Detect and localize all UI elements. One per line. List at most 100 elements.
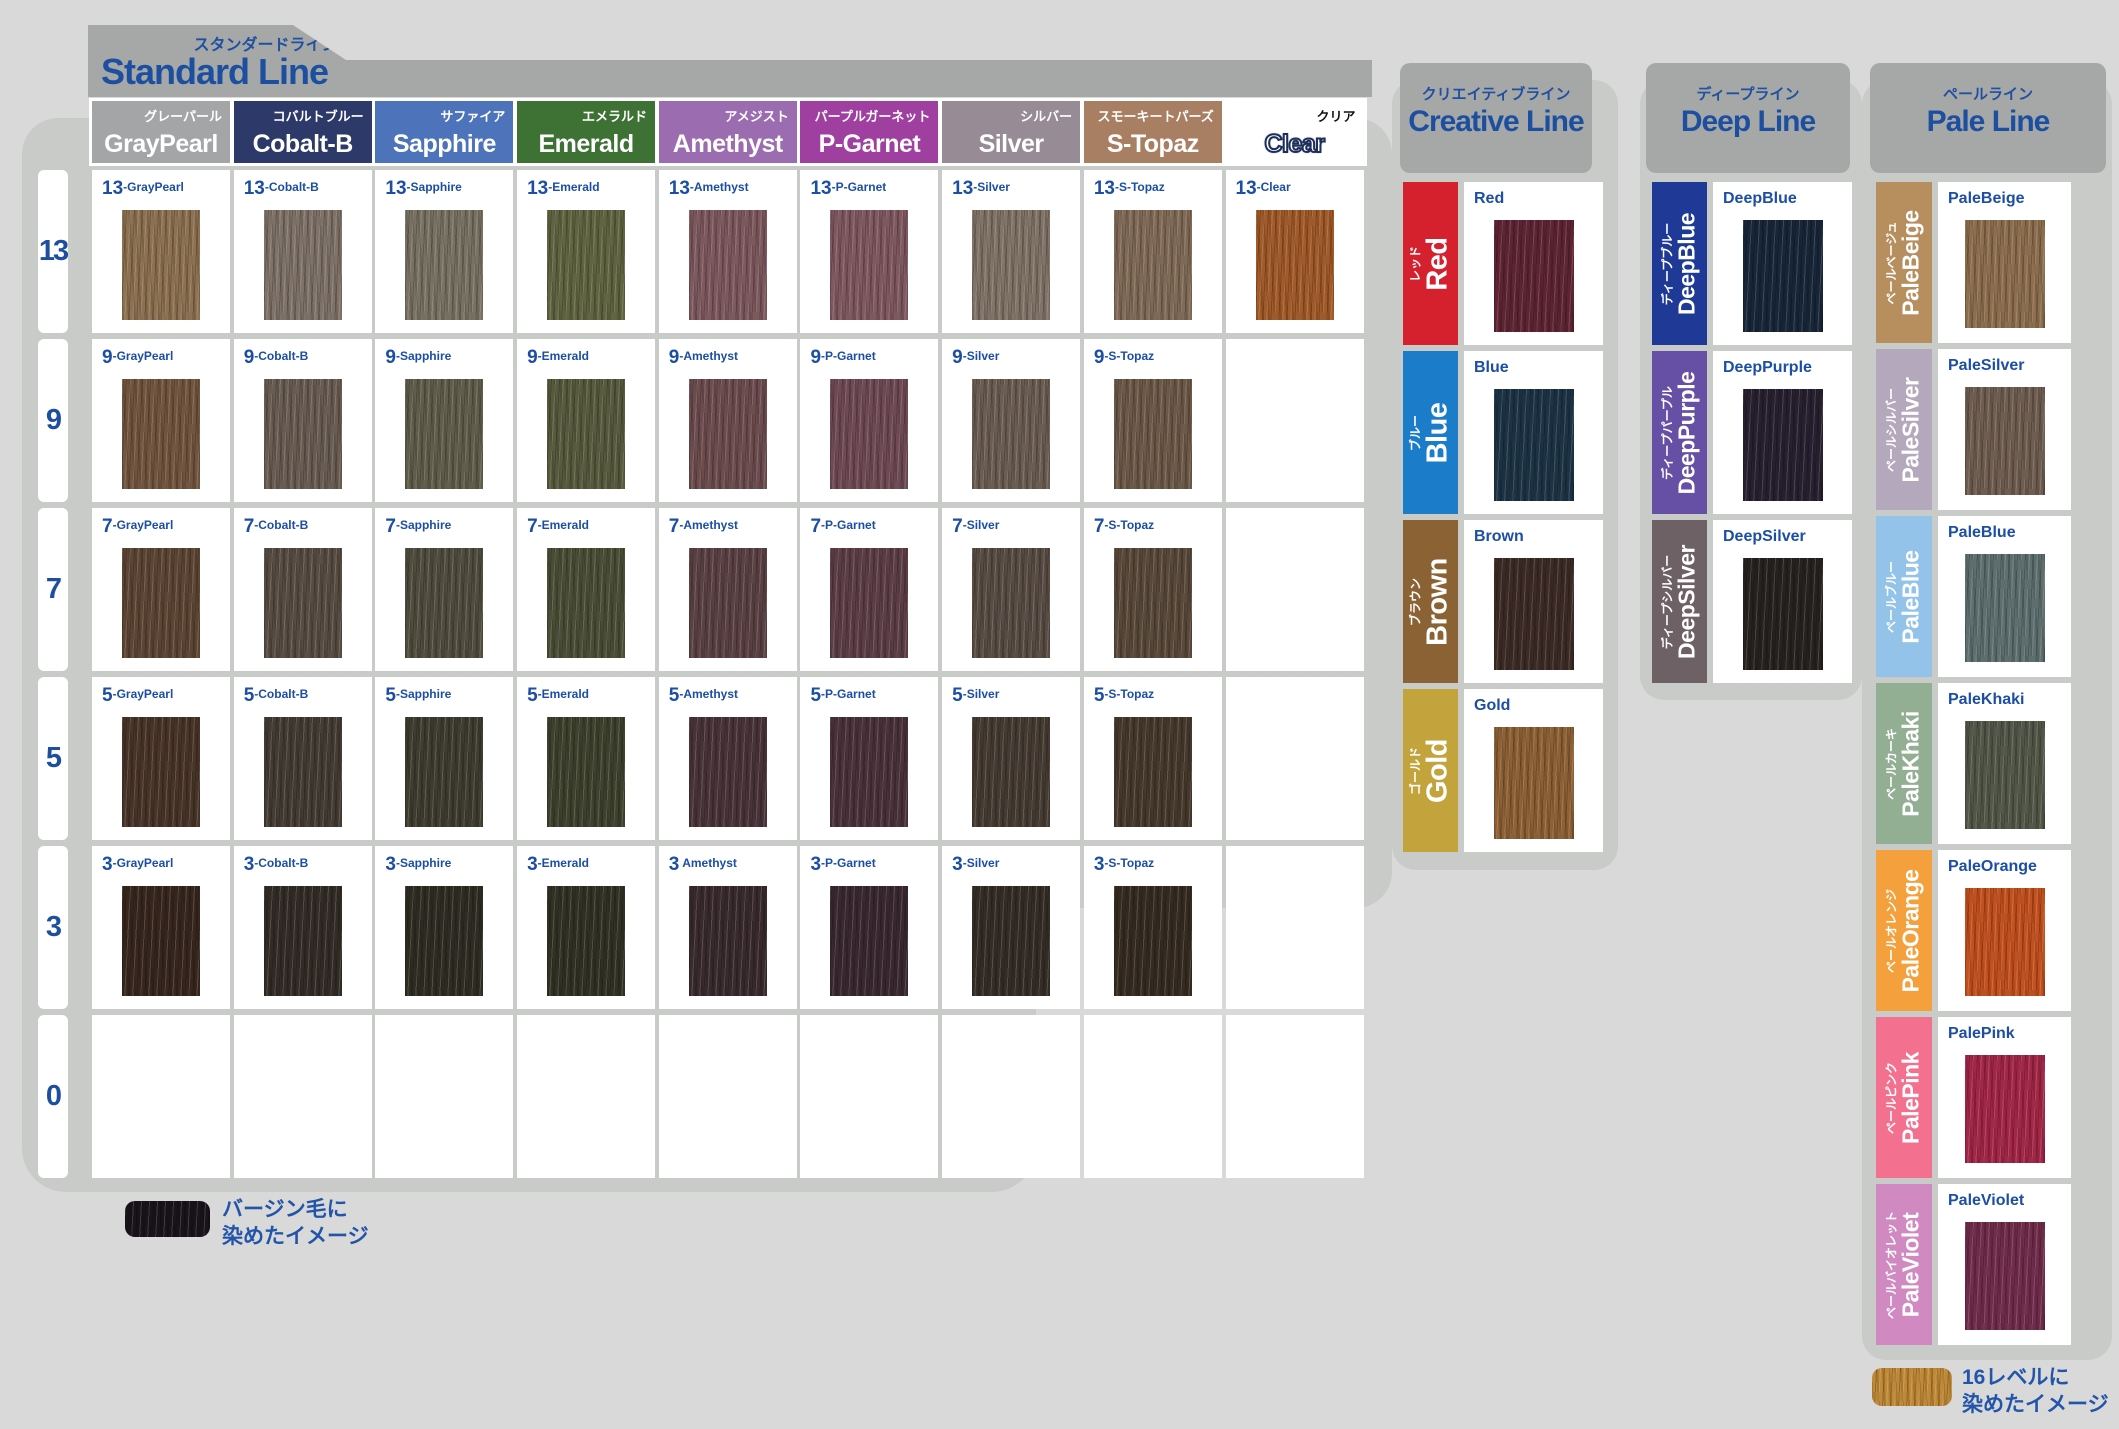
swatch-level: 7 <box>952 516 963 537</box>
swatch-name: -GrayPearl <box>112 687 174 701</box>
swatch-cell: 9-Sapphire <box>375 339 514 502</box>
hair-swatch <box>405 379 484 489</box>
swatch-cell: 3-Sapphire <box>375 846 514 1009</box>
swatch-cell: 3-Cobalt-B <box>233 846 372 1009</box>
column-header-jp: アメジスト <box>724 109 789 124</box>
swatch-label: 5-P-Garnet <box>810 685 875 707</box>
virgin-hair-legend-line2: 染めたイメージ <box>222 1225 369 1249</box>
empty-cell <box>942 1015 1081 1178</box>
hair-swatch <box>547 717 626 827</box>
swatch-label: Gold <box>1474 697 1511 714</box>
swatch-cell-palekhaki: PaleKhaki <box>1938 683 2071 844</box>
swatch-label: 9-GrayPearl <box>102 347 173 369</box>
virgin-hair-legend-text: バージン毛に 染めたイメージ <box>222 1196 369 1251</box>
swatch-cell: 9-Silver <box>942 339 1081 502</box>
row-tab-name: PaleKhaki <box>1897 710 1924 817</box>
swatch-label: 9-Cobalt-B <box>244 347 309 369</box>
line-row-deeppurple: ディープパープル DeepPurple DeepPurple <box>1652 351 1852 514</box>
swatch-label: 5-Sapphire <box>385 685 451 707</box>
level-number: 3 <box>45 911 62 943</box>
hair-swatch <box>1964 554 2045 662</box>
hair-swatch <box>547 210 626 320</box>
column-header-amethyst: アメジスト Amethyst <box>658 101 797 163</box>
hair-swatch <box>122 548 200 658</box>
swatch-label: 13-Clear <box>1236 178 1291 200</box>
hair-swatch <box>972 886 1051 996</box>
column-header-jp: サファイア <box>440 109 506 124</box>
pale-line-title: Pale Line <box>1926 105 2051 138</box>
pale-line-tagline-jp: ペールライン <box>1942 86 2033 103</box>
line-row-palebeige: ペールベージュ PaleBeige PaleBeige <box>1876 182 2071 343</box>
level16-legend-text: 16レベルに 染めたイメージ <box>1962 1364 2109 1419</box>
swatch-cell-deepblue: DeepBlue <box>1713 182 1852 345</box>
swatch-cell-deepsilver: DeepSilver <box>1713 520 1852 683</box>
swatch-cell-paleblue: PaleBlue <box>1938 516 2071 677</box>
column-header-jp: コバルトブルー <box>272 109 364 124</box>
row-tab-text: ペールピンク PalePink <box>1884 1052 1924 1144</box>
swatch-name: -S-Topaz <box>1104 687 1155 701</box>
column-header-jp: スモーキートパーズ <box>1097 109 1214 124</box>
row-tab-paleorange: ペールオレンジ PaleOrange <box>1876 850 1932 1011</box>
hair-swatch <box>830 210 909 320</box>
swatch-cell: 13-Clear <box>1225 170 1364 333</box>
empty-cell <box>1225 508 1364 671</box>
swatch-label: 7-GrayPearl <box>102 516 173 538</box>
swatch-cell-brown: Brown <box>1464 520 1603 683</box>
swatch-cell: 9-S-Topaz <box>1083 339 1222 502</box>
swatch-level: 5 <box>1093 685 1105 706</box>
row-tab-name: Red <box>1420 236 1453 291</box>
hair-swatch <box>263 886 342 996</box>
creative-rows: レッド Red Red ブルー Blue Blue ブラウン Brown Brown ゴールド Go… <box>1403 182 1603 858</box>
hair-swatch <box>972 717 1051 827</box>
swatch-cell: 5-Sapphire <box>375 677 514 840</box>
row-tab-text: ペールベージュ PaleBeige <box>1885 210 1924 315</box>
hair-swatch <box>1493 389 1574 501</box>
row-tab-paleviolet: ペールバイオレット PaleViolet <box>1876 1184 1932 1345</box>
swatch-label: PaleSilver <box>1948 357 2025 374</box>
swatch-level: 13 <box>527 178 549 199</box>
swatch-name: -P-Garnet <box>821 856 876 870</box>
row-tab-name: PaleSilver <box>1897 377 1924 482</box>
row-tab-text: ペールカーキ PaleKhaki <box>1885 710 1924 817</box>
swatch-cell: 13-Emerald <box>517 170 656 333</box>
level16-legend-swatch <box>1872 1368 1952 1406</box>
swatch-cell: 3-Emerald <box>517 846 656 1009</box>
swatch-cell: 7-GrayPearl <box>92 508 230 671</box>
swatch-label: PaleViolet <box>1948 1192 2025 1209</box>
swatch-cell: 7-Cobalt-B <box>233 508 372 671</box>
swatch-cell: 13-Silver <box>942 170 1081 333</box>
standard-grid: 13-GrayPearl 13-Cobalt-B 13-Sapphire 13-Eme… <box>92 170 1364 1178</box>
column-header-graypearl: グレーパール GrayPearl <box>92 101 230 163</box>
swatch-cell: 13-GrayPearl <box>92 170 230 333</box>
row-tab-jp: ゴールド <box>1407 746 1422 795</box>
level-badge-9: 9 <box>38 339 68 502</box>
swatch-name: -Amethyst <box>679 687 739 701</box>
hair-swatch <box>688 210 767 320</box>
row-tab-deepsilver: ディープシルバー DeepSilver <box>1652 520 1707 683</box>
row-tab-text: レッド Red <box>1408 236 1453 291</box>
column-header-name: Sapphire <box>392 130 496 158</box>
hair-swatch <box>830 717 909 827</box>
hair-swatch <box>1742 389 1823 501</box>
swatch-level: 7 <box>385 516 396 537</box>
level16-legend-line1: 16レベルに <box>1962 1366 2070 1389</box>
empty-cell <box>1225 846 1364 1009</box>
hair-swatch <box>405 210 484 320</box>
swatch-name: -P-Garnet <box>821 349 876 363</box>
swatch-level: 13 <box>952 178 974 199</box>
hair-swatch <box>1493 558 1574 670</box>
swatch-level: 5 <box>385 685 396 706</box>
hair-swatch <box>122 379 200 489</box>
swatch-cell: 9-Amethyst <box>658 339 797 502</box>
hair-swatch <box>1113 379 1192 489</box>
row-tab-jp: ペールバイオレット <box>1884 1210 1899 1319</box>
swatch-label: 13-Emerald <box>527 178 600 200</box>
hair-swatch <box>122 717 200 827</box>
column-header-name: Clear <box>1263 129 1326 159</box>
swatch-level: 9 <box>385 347 396 368</box>
swatch-cell: 5-Silver <box>942 677 1081 840</box>
swatch-cell: 13-Cobalt-B <box>233 170 372 333</box>
row-tab-text: ディープシルバー DeepSilver <box>1660 545 1699 659</box>
swatch-cell: 3 Amethyst <box>658 846 797 1009</box>
row-tab-jp: ペールピンク <box>1884 1061 1899 1134</box>
